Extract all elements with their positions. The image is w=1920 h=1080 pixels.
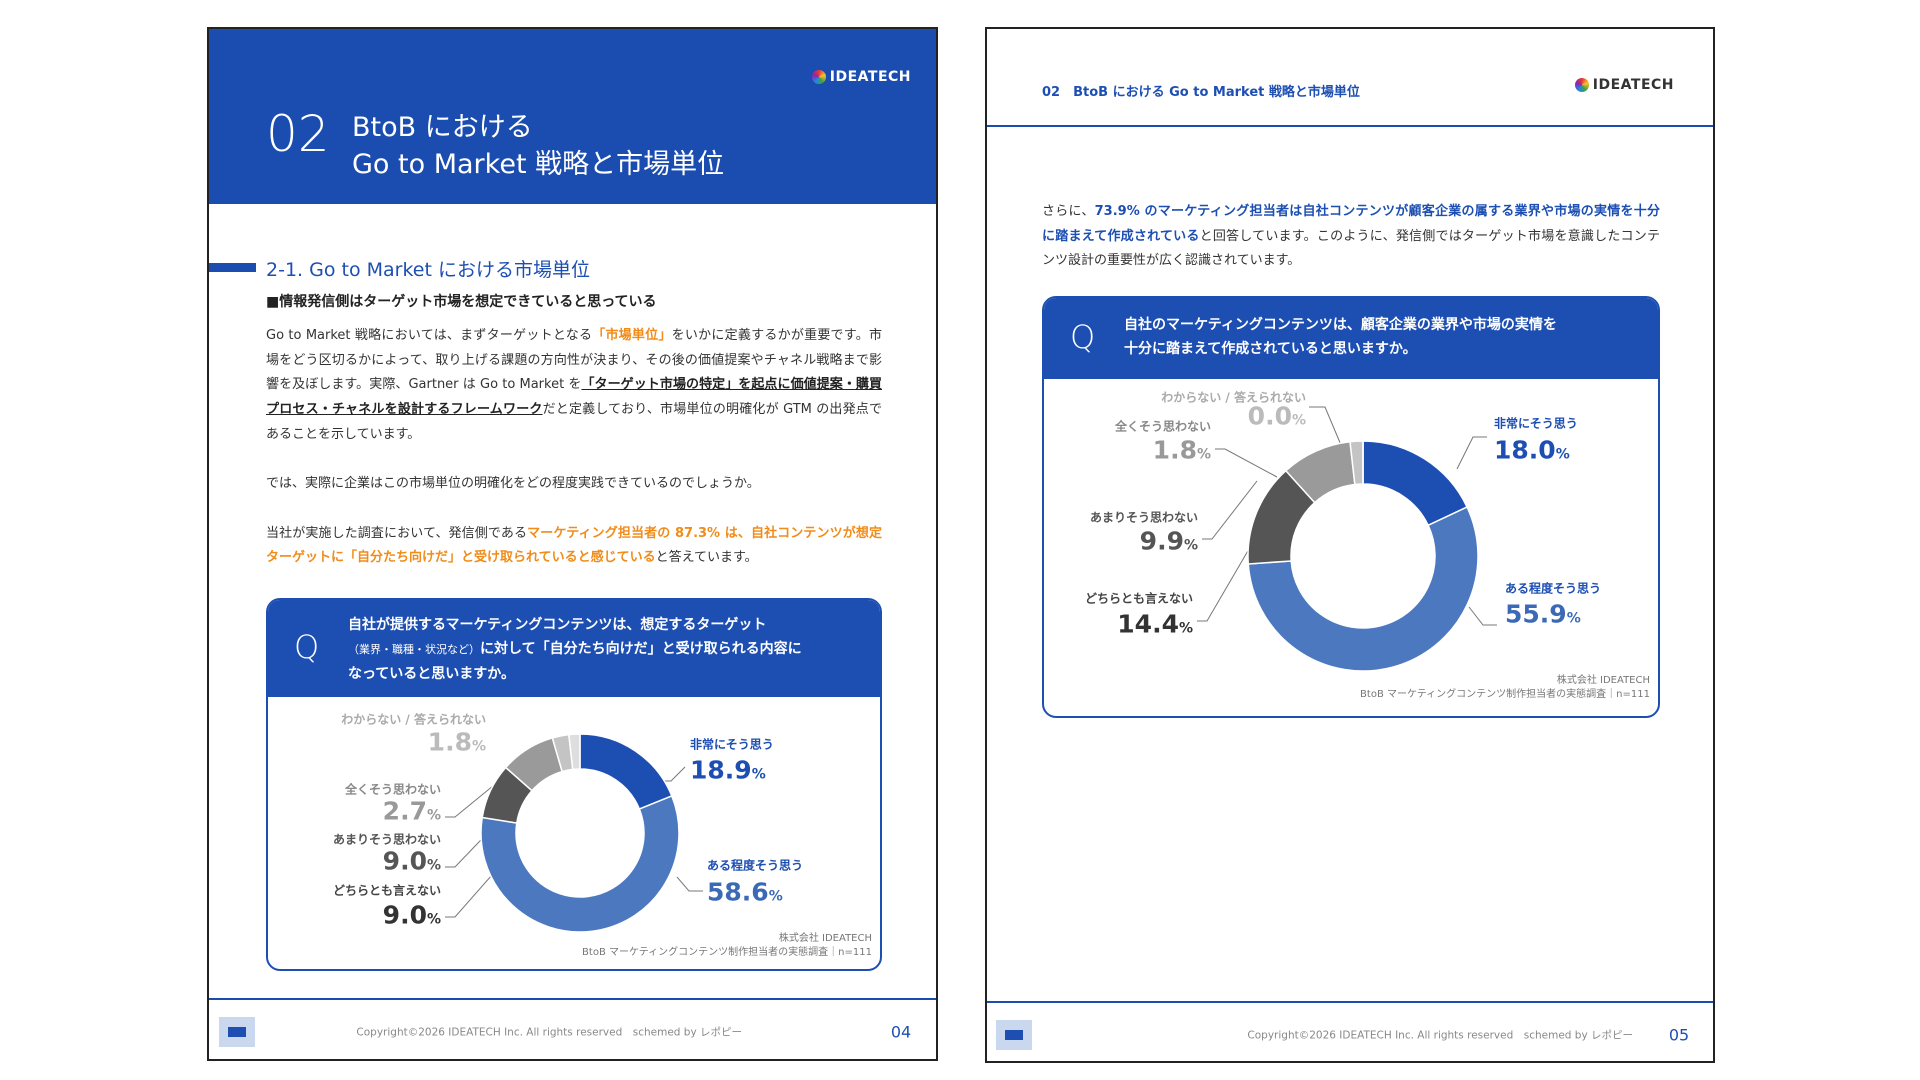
paragraph: さらに、73.9% のマーケティング担当者は自社コンテンツが顧客企業の属する業界… — [1042, 200, 1660, 274]
question-line: （業界・職種・状況など） — [348, 643, 480, 656]
emphasis: マーケティング担当者の 87.3% は、自社コンテンツが想定ターゲットに「自分た… — [266, 525, 882, 566]
copyright: Copyright©2026 IDEATECH Inc. All rights … — [356, 1026, 742, 1039]
category-label: あまりそう思わない — [332, 832, 441, 847]
text: だと定義しており、市場単位の明確化が GTM の出発点であることを示しています。 — [266, 402, 882, 442]
value-label: 9.9% — [1139, 526, 1198, 556]
section-bar — [209, 263, 256, 272]
source: 株式会社 IDEATECH BtoB マーケティングコンテンツ制作担当者の実態調… — [582, 932, 872, 960]
text: Go to Market 戦略においては、まずターゲットとなる — [266, 328, 593, 343]
title-line: BtoB における — [352, 112, 533, 143]
value-label: 1.8% — [1152, 435, 1211, 465]
logo: IDEATECH — [811, 69, 911, 85]
paragraph: では、実際に企業はこの市場単位の明確化をどの程度実践できているのでしょうか。 — [266, 472, 882, 497]
value-label: 14.4% — [1117, 609, 1193, 639]
subheading: ■情報発信側はターゲット市場を想定できていると思っている — [266, 294, 657, 310]
leader-lines — [1197, 406, 1497, 626]
text: 当社が実施した調査において、発信側である — [266, 525, 528, 541]
question-line: に対して「自分たち向けだ」と受け取られる内容に — [480, 641, 802, 657]
category-label: どちらとも言えない — [1084, 591, 1193, 606]
question-line: 十分に踏まえて作成されていると思いますか。 — [1124, 341, 1417, 357]
paragraph: 当社が実施した調査において、発信側であるマーケティング担当者の 87.3% は、… — [266, 522, 882, 571]
value-label: 1.8% — [427, 727, 486, 757]
page: 02 BtoB における Go to Market 戦略と市場単位 IDEATE… — [985, 27, 1715, 1063]
donut-segment — [579, 733, 673, 811]
emphasis: 「ターゲット市場の特定」を起点に価値提案・購買プロセス・チャネルを設計するフレー… — [266, 377, 882, 418]
question-box: Q 自社のマーケティングコンテンツは、顧客企業の業界や市場の実情を 十分に踏まえ… — [1042, 296, 1660, 718]
emphasis: 73.9% のマーケティング担当者は自社コンテンツが顧客企業の属する業界や市場の… — [1042, 204, 1660, 244]
question-line: 自社のマーケティングコンテンツは、顧客企業の業界や市場の実情を — [1124, 317, 1557, 333]
body-text: Go to Market 戦略においては、まずターゲットとなる「市場単位」をいか… — [266, 324, 882, 596]
category-label: ある程度そう思う — [707, 858, 804, 873]
logo-text: IDEATECH — [1592, 77, 1674, 93]
running-header: 02 BtoB における Go to Market 戦略と市場単位 — [1042, 85, 1360, 100]
text: と回答しています。このように、発信側ではターゲット市場を意識したコンテンツ設計の… — [1042, 228, 1661, 269]
question-box: Q 自社が提供するマーケティングコンテンツは、想定するターゲット （業界・職種・… — [266, 598, 882, 971]
paragraph: Go to Market 戦略においては、まずターゲットとなる「市場単位」をいか… — [266, 324, 882, 448]
q-mark: Q — [294, 628, 320, 666]
source-line: 株式会社 IDEATECH — [1556, 675, 1650, 686]
value-label: 18.0% — [1494, 435, 1570, 465]
text: と答えています。 — [655, 550, 758, 566]
question-header: Q 自社が提供するマーケティングコンテンツは、想定するターゲット （業界・職種・… — [268, 600, 880, 697]
category-label: 全くそう思わない — [344, 782, 441, 797]
source-line: BtoB マーケティングコンテンツ制作担当者の実態調査｜n=111 — [1360, 689, 1650, 700]
value-label: 0.0% — [1247, 401, 1306, 431]
category-label: 非常にそう思う — [1494, 416, 1578, 431]
category-label: 非常にそう思う — [690, 737, 774, 752]
question-line: 自社が提供するマーケティングコンテンツは、想定するターゲット — [348, 617, 767, 633]
question-header: Q 自社のマーケティングコンテンツは、顧客企業の業界や市場の実情を 十分に踏まえ… — [1044, 298, 1658, 379]
chapter-number: 02 — [266, 105, 330, 163]
question-line: なっていると思いますか。 — [348, 666, 516, 682]
title-line: Go to Market 戦略と市場単位 — [352, 149, 725, 180]
donut-segment — [567, 733, 581, 771]
logo: IDEATECH — [1574, 77, 1674, 93]
question-text: 自社が提供するマーケティングコンテンツは、想定するターゲット （業界・職種・状況… — [348, 613, 802, 686]
donut-segment — [1247, 506, 1479, 672]
category-label: あまりそう思わない — [1089, 510, 1198, 525]
page-number: 05 — [1668, 1025, 1690, 1045]
source: 株式会社 IDEATECH BtoB マーケティングコンテンツ制作担当者の実態調… — [1360, 674, 1650, 702]
leader-lines — [445, 766, 703, 918]
body-text: さらに、73.9% のマーケティング担当者は自社コンテンツが顧客企業の属する業界… — [1042, 200, 1660, 299]
value-label: 55.9% — [1505, 599, 1581, 629]
category-label: わからない / 答えられない — [1161, 390, 1306, 405]
donut-segment — [1362, 440, 1469, 527]
source-line: 株式会社 IDEATECH — [778, 933, 872, 944]
header-band — [209, 29, 936, 204]
section-heading: 2-1. Go to Market における市場単位 — [266, 259, 590, 281]
category-label: 全くそう思わない — [1114, 419, 1211, 434]
page-number: 04 — [890, 1022, 912, 1042]
value-label: 9.0% — [382, 900, 441, 930]
category-label: ある程度そう思う — [1505, 581, 1602, 596]
category-label: わからない / 答えられない — [341, 712, 486, 727]
value-label: 58.6% — [707, 877, 783, 907]
source-line: BtoB マーケティングコンテンツ制作担当者の実態調査｜n=111 — [582, 947, 872, 958]
logo-text: IDEATECH — [829, 69, 911, 85]
footer-icon — [219, 1017, 255, 1047]
chart-layer — [987, 125, 1713, 1003]
footer-icon — [996, 1020, 1032, 1050]
question-text: 自社のマーケティングコンテンツは、顧客企業の業界や市場の実情を 十分に踏まえて作… — [1124, 313, 1557, 361]
page: IDEATECH 02 BtoB における Go to Market 戦略と市場… — [207, 27, 938, 1061]
category-label: どちらとも言えない — [332, 883, 441, 898]
value-label: 2.7% — [382, 796, 441, 826]
chart-layer — [209, 733, 936, 1000]
text: をいかに定義するかが重要です。市場をどう区切るかによって、取り上げる課題の方向性… — [266, 328, 882, 393]
value-label: 9.0% — [382, 846, 441, 876]
text: では、実際に企業はこの市場単位の明確化をどの程度実践できているのでしょうか。 — [266, 476, 760, 492]
q-mark: Q — [1070, 318, 1096, 356]
copyright: Copyright©2026 IDEATECH Inc. All rights … — [1247, 1029, 1633, 1042]
donut-segment — [480, 795, 680, 933]
text: さらに、 — [1042, 204, 1095, 219]
chapter-title: BtoB における Go to Market 戦略と市場単位 — [352, 109, 724, 183]
value-label: 18.9% — [690, 755, 766, 785]
emphasis: 「市場単位」 — [592, 328, 672, 343]
